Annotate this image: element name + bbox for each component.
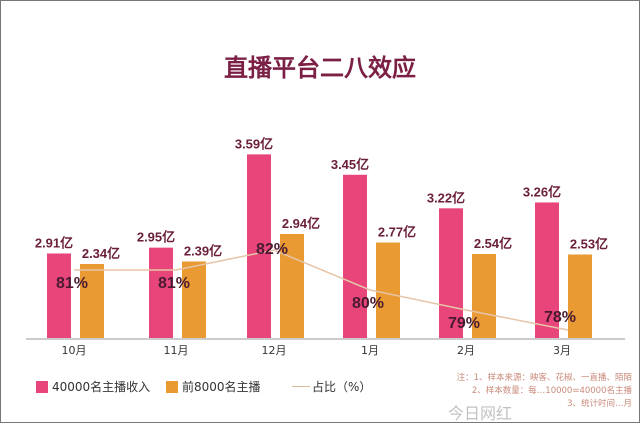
notes: 注：1、样本来源：映客、花椒、一直播、陌陌 2、样本数量：每…10000=400… — [452, 372, 632, 411]
ratio-label: 82% — [256, 241, 288, 258]
legend-swatch-pink — [36, 380, 48, 393]
ratio-label: 78% — [544, 309, 576, 326]
x-tick-label: 10月 — [62, 344, 87, 357]
ratio-label: 81% — [158, 275, 190, 292]
ratio-label: 81% — [56, 275, 88, 292]
bar-income — [47, 253, 71, 338]
ratio-label: 80% — [352, 295, 384, 312]
x-tick-label: 2月 — [457, 344, 475, 357]
x-tick-label: 11月 — [164, 344, 189, 357]
bar-data-label: 3.22亿 — [427, 190, 465, 205]
ratio-line — [74, 249, 569, 331]
bar-top8000 — [182, 261, 206, 338]
x-tick-label: 12月 — [262, 344, 287, 357]
bar-income — [535, 202, 559, 338]
legend-swatch-orange — [166, 380, 178, 393]
bar-data-label: 2.54亿 — [474, 236, 512, 251]
legend-label: 前8000名主播 — [182, 380, 261, 394]
legend-line — [292, 386, 310, 387]
bar-data-label: 2.94亿 — [282, 216, 320, 231]
bar-data-label: 2.39亿 — [184, 244, 222, 259]
bar-data-label: 2.95亿 — [137, 230, 175, 245]
bar-income — [439, 208, 463, 338]
bar-top8000 — [280, 234, 304, 338]
legend-label: 占比（%） — [312, 380, 372, 394]
legend-label: 40000名主播收入 — [52, 380, 151, 394]
bar-top8000 — [80, 264, 104, 338]
bar-data-label: 3.59亿 — [235, 136, 273, 151]
note-line: 注：1、样本来源：映客、花椒、一直播、陌陌 — [456, 373, 632, 383]
chart-title: 直播平台二八效应 — [224, 54, 416, 82]
note-line: 2、样本数量：每…10000=40000名主播 — [471, 386, 632, 396]
bar-income — [343, 174, 367, 338]
ratio-label: 79% — [448, 315, 480, 332]
legend-item-income: 40000名主播收入 — [36, 378, 150, 395]
bar-data-label: 2.34亿 — [82, 246, 120, 261]
bar-data-label: 2.77亿 — [378, 225, 416, 240]
note-line: 3、统计时间…月 — [567, 399, 632, 409]
watermark-logo: 今日网红 — [448, 404, 513, 423]
bar-top8000 — [472, 254, 496, 338]
x-tick-label: 3月 — [553, 344, 571, 357]
bar-top8000 — [568, 254, 592, 338]
bar-income — [149, 247, 173, 338]
bar-data-label: 2.91亿 — [35, 235, 73, 250]
bar-data-label: 3.26亿 — [523, 184, 561, 199]
x-tick-label: 1月 — [361, 344, 379, 357]
bar-data-label: 2.53亿 — [570, 237, 608, 252]
bar-data-label: 3.45亿 — [331, 157, 369, 172]
legend-item-ratio: 占比（%） — [292, 378, 371, 395]
bar-income — [247, 154, 271, 338]
legend-item-top8000: 前8000名主播 — [166, 378, 261, 395]
bar-top8000 — [376, 242, 400, 338]
